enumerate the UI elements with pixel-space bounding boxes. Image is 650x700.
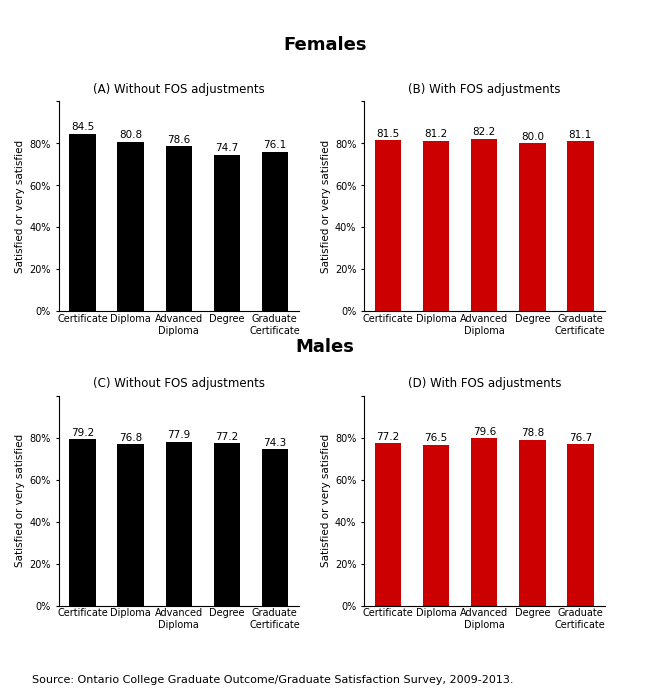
Bar <box>519 144 545 312</box>
Bar <box>423 141 449 312</box>
Text: Males: Males <box>296 337 354 356</box>
Text: 81.2: 81.2 <box>424 130 448 139</box>
Text: Source: Ontario College Graduate Outcome/Graduate Satisfaction Survey, 2009-2013: Source: Ontario College Graduate Outcome… <box>32 675 514 685</box>
Bar <box>375 140 401 312</box>
Text: 79.2: 79.2 <box>71 428 94 438</box>
Text: 79.6: 79.6 <box>473 427 496 437</box>
Text: Females: Females <box>283 36 367 55</box>
Y-axis label: Satisfied or very satisfied: Satisfied or very satisfied <box>320 434 331 567</box>
Text: 77.2: 77.2 <box>376 432 400 442</box>
Bar <box>214 443 240 606</box>
Y-axis label: Satisfied or very satisfied: Satisfied or very satisfied <box>15 434 25 567</box>
Bar <box>262 449 288 606</box>
Text: 76.8: 76.8 <box>119 433 142 442</box>
Y-axis label: Satisfied or very satisfied: Satisfied or very satisfied <box>15 140 25 273</box>
Bar <box>471 438 497 606</box>
Bar <box>262 152 288 312</box>
Bar <box>214 155 240 312</box>
Bar <box>471 139 497 312</box>
Text: 78.6: 78.6 <box>167 135 190 145</box>
Text: 74.3: 74.3 <box>263 438 287 448</box>
Text: 80.0: 80.0 <box>521 132 544 142</box>
Title: (B) With FOS adjustments: (B) With FOS adjustments <box>408 83 560 96</box>
Bar <box>375 443 401 606</box>
Text: 77.9: 77.9 <box>167 430 190 440</box>
Bar <box>519 440 545 606</box>
Bar <box>166 146 192 312</box>
Bar <box>118 444 144 606</box>
Text: 82.2: 82.2 <box>473 127 496 137</box>
Text: 77.2: 77.2 <box>215 432 239 442</box>
Text: 76.5: 76.5 <box>424 433 448 443</box>
Y-axis label: Satisfied or very satisfied: Satisfied or very satisfied <box>320 140 331 273</box>
Title: (C) Without FOS adjustments: (C) Without FOS adjustments <box>93 377 265 390</box>
Text: 81.5: 81.5 <box>376 129 400 139</box>
Bar <box>166 442 192 606</box>
Text: 84.5: 84.5 <box>71 122 94 132</box>
Title: (A) Without FOS adjustments: (A) Without FOS adjustments <box>93 83 265 96</box>
Text: 80.8: 80.8 <box>119 130 142 140</box>
Text: 74.7: 74.7 <box>215 143 239 153</box>
Bar <box>118 142 144 312</box>
Bar <box>567 444 593 606</box>
Text: 81.1: 81.1 <box>569 130 592 139</box>
Bar <box>567 141 593 312</box>
Text: 76.1: 76.1 <box>263 140 287 150</box>
Bar <box>70 134 96 312</box>
Text: 78.8: 78.8 <box>521 428 544 438</box>
Bar <box>70 439 96 606</box>
Title: (D) With FOS adjustments: (D) With FOS adjustments <box>408 377 561 390</box>
Bar <box>423 445 449 606</box>
Text: 76.7: 76.7 <box>569 433 592 443</box>
